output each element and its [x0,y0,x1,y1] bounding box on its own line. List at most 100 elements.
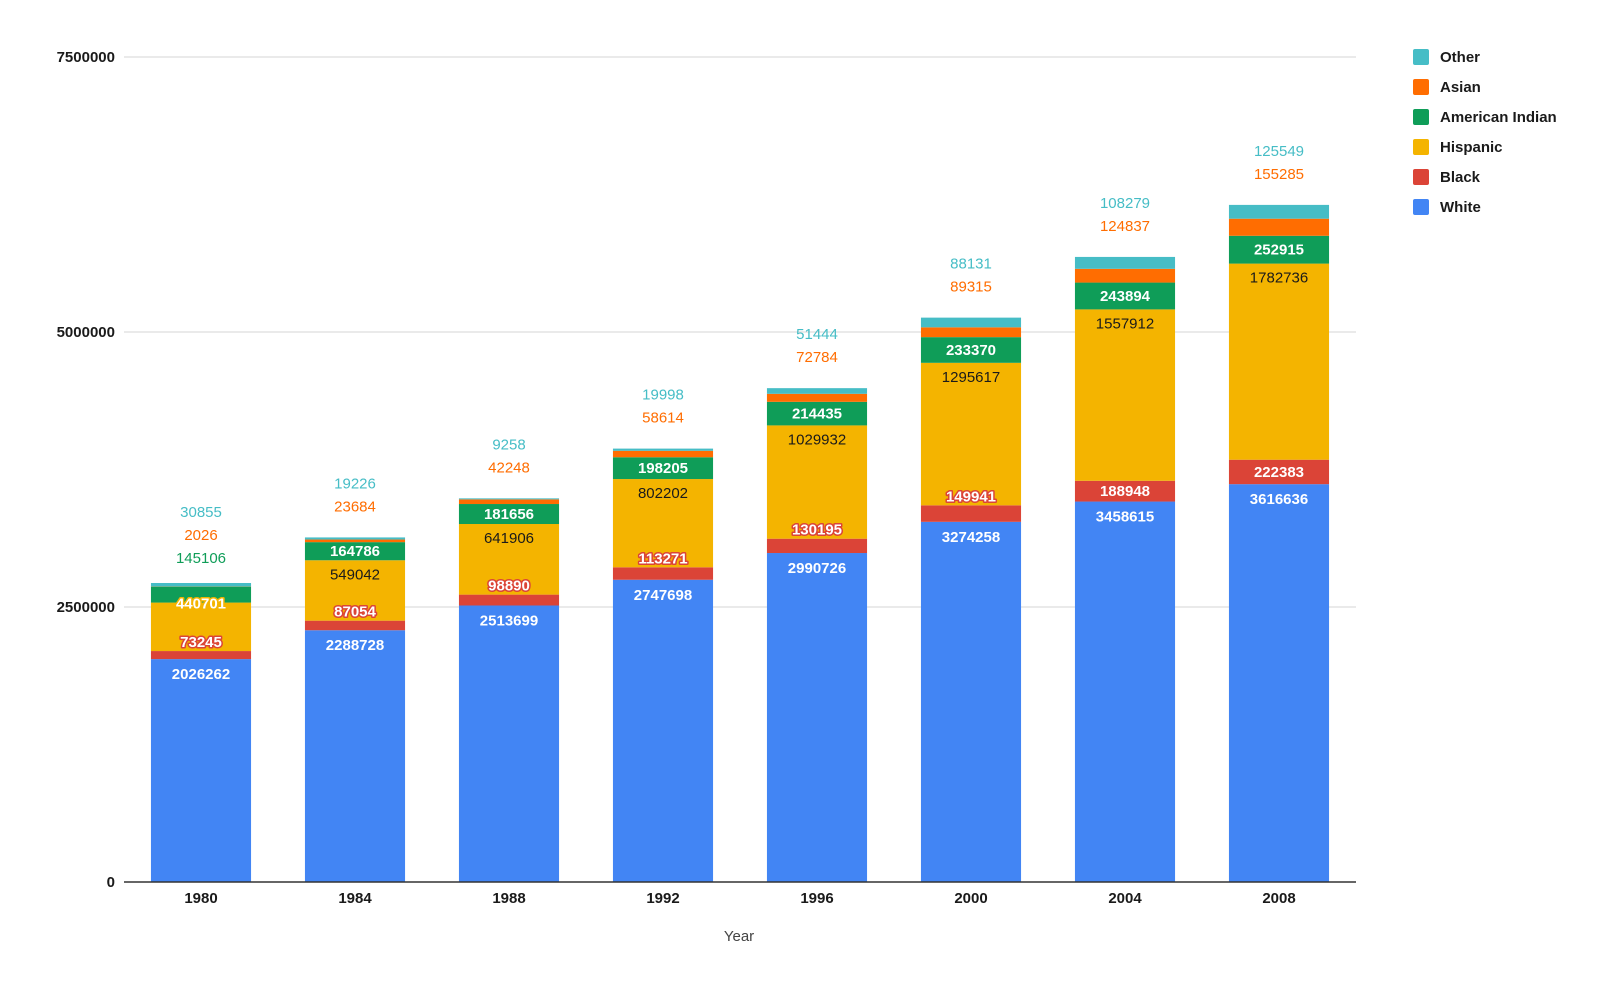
data-label-black-1988: 98890 [488,578,530,595]
bar-hispanic-2000 [920,362,1022,506]
bar-hispanic-1996 [766,425,868,539]
data-labels: 2026262 73245 440701 145106 2026 30855 2288728… [172,143,1308,683]
data-label-other-1988: 9258 [492,436,525,453]
data-label-asian-1988: 42248 [488,459,530,476]
x-tick-label: 1984 [338,890,372,907]
y-tick-label: 7500000 [57,49,115,66]
bar-white-1996 [766,553,868,882]
bar-black-1988 [458,594,560,606]
bar-asian-1984 [304,539,406,543]
bar-american-indian-2008 [1228,235,1330,264]
data-label-white-1992: 2747698 [634,587,692,604]
bar-black-2000 [920,505,1022,522]
data-label-hispanic-2008: 1782736 [1250,270,1308,287]
data-label-american-indian-1980: 145106 [176,550,226,567]
bar-asian-2000 [920,327,1022,338]
x-tick-label: 1996 [800,890,833,907]
legend-swatch-black [1413,169,1429,185]
bar-american-indian-2004 [1074,282,1176,310]
bar-hispanic-1984 [304,560,406,621]
bar-other-2004 [1074,256,1176,269]
axes: 0 2500000 5000000 7500000 1980 1984 1988 1992 19… [57,49,1356,907]
bar-american-indian-1984 [304,542,406,561]
data-label-american-indian-1996: 214435 [792,406,842,423]
bars [150,204,1330,882]
bar-american-indian-1988 [458,504,560,525]
data-label-other-2008: 125549 [1254,143,1304,160]
data-label-white-2008: 3616636 [1250,491,1308,508]
bar-white-1980 [150,659,252,882]
bar-hispanic-1992 [612,479,714,568]
legend-label-american-indian: American Indian [1440,109,1557,126]
bar-other-1992 [612,448,714,451]
data-label-black-2000: 149941 [946,488,996,505]
bar-american-indian-1992 [612,457,714,480]
bar-hispanic-2004 [1074,309,1176,481]
x-axis-title: Year [724,928,754,945]
bar-asian-1996 [766,393,868,402]
bar-other-2000 [920,317,1022,328]
bar-black-2004 [1074,480,1176,502]
data-label-hispanic-1996: 1029932 [788,431,846,448]
data-label-white-1984: 2288728 [326,637,384,654]
bar-white-2000 [920,521,1022,882]
x-tick-label: 1988 [492,890,525,907]
legend: Other Asian American Indian Hispanic Black Wh… [1413,49,1557,216]
bar-asian-2004 [1074,268,1176,283]
bar-other-1996 [766,388,868,394]
bar-white-2008 [1228,484,1330,882]
data-label-asian-2004: 124837 [1100,218,1150,235]
bar-other-2008 [1228,204,1330,219]
data-label-american-indian-1992: 198205 [638,460,688,477]
data-label-black-1984: 87054 [334,604,376,621]
data-label-black-2008: 222383 [1254,464,1304,481]
data-label-black-1980: 73245 [180,634,222,651]
bar-black-2008 [1228,459,1330,485]
data-label-white-1980: 2026262 [172,666,230,683]
data-label-asian-2000: 89315 [950,279,992,296]
bar-hispanic-1980 [150,602,252,652]
data-label-white-2000: 3274258 [942,529,1000,546]
y-tick-label: 0 [107,874,115,891]
data-label-american-indian-1984: 164786 [330,543,380,560]
data-label-asian-1996: 72784 [796,349,838,366]
legend-label-asian: Asian [1440,79,1481,96]
data-label-other-1980: 30855 [180,504,222,521]
bar-asian-1992 [612,450,714,458]
bar-white-1992 [612,579,714,882]
data-label-other-1996: 51444 [796,326,838,343]
data-label-asian-1992: 58614 [642,410,684,427]
data-label-asian-2008: 155285 [1254,166,1304,183]
data-label-black-1996: 130195 [792,522,842,539]
data-label-other-2004: 108279 [1100,195,1150,212]
legend-swatch-american-indian [1413,109,1429,125]
data-label-black-1992: 113271 [638,550,687,567]
bar-hispanic-1988 [458,524,560,595]
data-label-white-2004: 3458615 [1096,509,1154,526]
data-label-hispanic-1984: 549042 [330,566,380,583]
legend-label-hispanic: Hispanic [1440,139,1503,156]
legend-label-white: White [1440,199,1481,216]
data-label-american-indian-2004: 243894 [1100,288,1151,305]
legend-swatch-white [1413,199,1429,215]
x-tick-label: 2000 [954,890,987,907]
data-label-hispanic-2000: 1295617 [942,369,1000,386]
y-tick-label: 2500000 [57,599,115,616]
bar-white-1988 [458,605,560,882]
bar-other-1980 [150,582,252,587]
bar-white-1984 [304,630,406,882]
bar-american-indian-2000 [920,337,1022,363]
y-tick-label: 5000000 [57,324,115,341]
data-label-white-1988: 2513699 [480,612,538,629]
bar-american-indian-1996 [766,401,868,426]
data-label-american-indian-2000: 233370 [946,342,996,359]
legend-label-black: Black [1440,169,1481,186]
bar-black-1996 [766,538,868,554]
data-label-hispanic-1992: 802202 [638,485,688,502]
data-label-american-indian-1988: 181656 [484,506,534,523]
data-label-other-2000: 88131 [950,256,992,273]
data-label-hispanic-1980: 440701 [176,596,226,613]
x-tick-label: 1980 [184,890,217,907]
